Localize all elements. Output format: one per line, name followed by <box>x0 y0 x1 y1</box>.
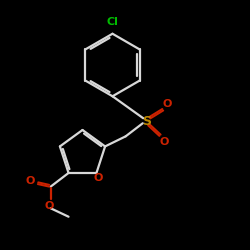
Text: S: S <box>142 115 151 128</box>
Text: O: O <box>163 99 172 109</box>
Text: Cl: Cl <box>106 17 118 27</box>
Text: O: O <box>26 176 35 186</box>
Text: O: O <box>159 137 168 147</box>
Text: O: O <box>93 174 102 184</box>
Text: O: O <box>44 201 54 211</box>
